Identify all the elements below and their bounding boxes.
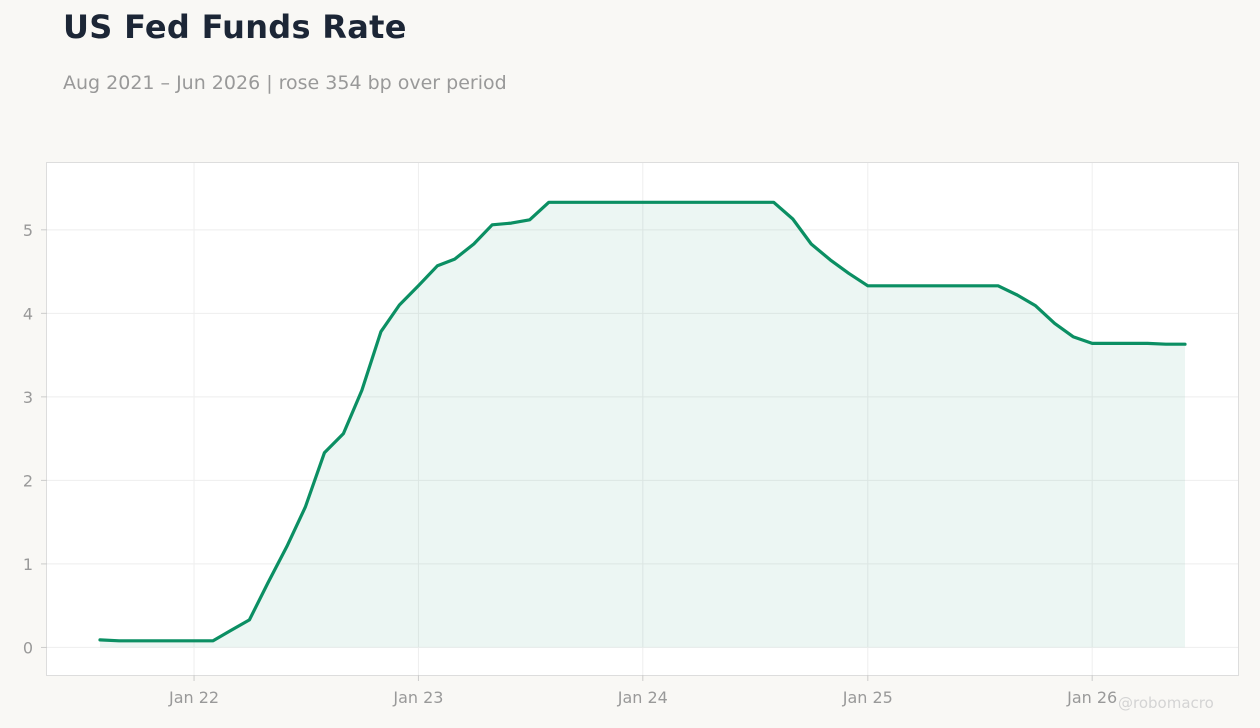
data-point bbox=[1091, 342, 1094, 345]
data-point bbox=[229, 629, 232, 632]
y-tick-label: 5 bbox=[23, 221, 33, 240]
data-point bbox=[136, 639, 139, 642]
gridlines bbox=[47, 163, 1238, 675]
y-tick-label: 0 bbox=[23, 638, 33, 657]
x-tick-label: Jan 22 bbox=[168, 688, 219, 707]
data-point bbox=[285, 545, 288, 548]
data-point bbox=[1184, 343, 1187, 346]
data-point bbox=[566, 201, 569, 204]
x-tick-label: Jan 24 bbox=[617, 688, 668, 707]
data-point bbox=[885, 284, 888, 287]
data-point bbox=[323, 451, 326, 454]
data-point bbox=[922, 284, 925, 287]
data-point bbox=[810, 243, 813, 246]
data-point bbox=[735, 201, 738, 204]
data-point bbox=[510, 222, 513, 225]
data-point bbox=[1034, 304, 1037, 307]
data-point bbox=[342, 432, 345, 435]
data-point bbox=[622, 201, 625, 204]
x-tick-label: Jan 25 bbox=[842, 688, 893, 707]
data-point bbox=[678, 201, 681, 204]
data-point bbox=[641, 201, 644, 204]
data-point bbox=[585, 201, 588, 204]
data-point bbox=[436, 264, 439, 267]
data-point bbox=[866, 284, 869, 287]
y-axis-ticks: 0 1 2 3 4 5 bbox=[23, 221, 47, 657]
data-point bbox=[978, 284, 981, 287]
x-tick-label: Jan 23 bbox=[392, 688, 443, 707]
watermark: @robomacro bbox=[1118, 694, 1214, 712]
data-point bbox=[1016, 293, 1019, 296]
data-point bbox=[1127, 342, 1130, 345]
data-point bbox=[173, 639, 176, 642]
data-point bbox=[248, 618, 251, 621]
data-point bbox=[997, 284, 1000, 287]
data-point bbox=[604, 201, 607, 204]
data-point bbox=[398, 303, 401, 306]
data-point bbox=[697, 201, 700, 204]
data-point bbox=[472, 243, 475, 246]
data-point bbox=[212, 639, 215, 642]
data-point bbox=[772, 201, 775, 204]
data-point bbox=[453, 258, 456, 261]
x-tick-label: Jan 26 bbox=[1066, 688, 1117, 707]
data-point bbox=[491, 223, 494, 226]
data-point bbox=[847, 272, 850, 275]
data-point bbox=[360, 389, 363, 392]
chart-title: US Fed Funds Rate bbox=[63, 8, 407, 46]
rate-line bbox=[98, 200, 1187, 643]
y-tick-label: 2 bbox=[23, 471, 33, 490]
data-point bbox=[1110, 342, 1113, 345]
data-point bbox=[118, 639, 121, 642]
data-point bbox=[940, 284, 943, 287]
data-point bbox=[903, 284, 906, 287]
y-tick-label: 3 bbox=[23, 388, 33, 407]
data-point bbox=[791, 217, 794, 220]
y-tick-label: 4 bbox=[23, 304, 33, 323]
data-point bbox=[99, 638, 102, 641]
data-point bbox=[1053, 322, 1056, 325]
x-axis-ticks: Jan 22 Jan 23 Jan 24 Jan 25 Jan 26 bbox=[168, 675, 1117, 707]
data-point bbox=[266, 582, 269, 585]
data-point bbox=[1164, 343, 1167, 346]
data-point bbox=[753, 201, 756, 204]
data-point bbox=[1146, 342, 1149, 345]
chart-subtitle: Aug 2021 – Jun 2026 | rose 354 bp over p… bbox=[63, 72, 507, 94]
data-point bbox=[193, 639, 196, 642]
data-point bbox=[1072, 335, 1075, 338]
data-point bbox=[379, 330, 382, 333]
data-point bbox=[547, 201, 550, 204]
data-point bbox=[829, 258, 832, 261]
rate-area-fill bbox=[100, 202, 1185, 648]
data-point bbox=[716, 201, 719, 204]
data-point bbox=[528, 218, 531, 221]
data-point bbox=[417, 284, 420, 287]
data-point bbox=[660, 201, 663, 204]
y-tick-label: 1 bbox=[23, 555, 33, 574]
data-point bbox=[959, 284, 962, 287]
data-point bbox=[304, 506, 307, 509]
data-point bbox=[155, 639, 158, 642]
